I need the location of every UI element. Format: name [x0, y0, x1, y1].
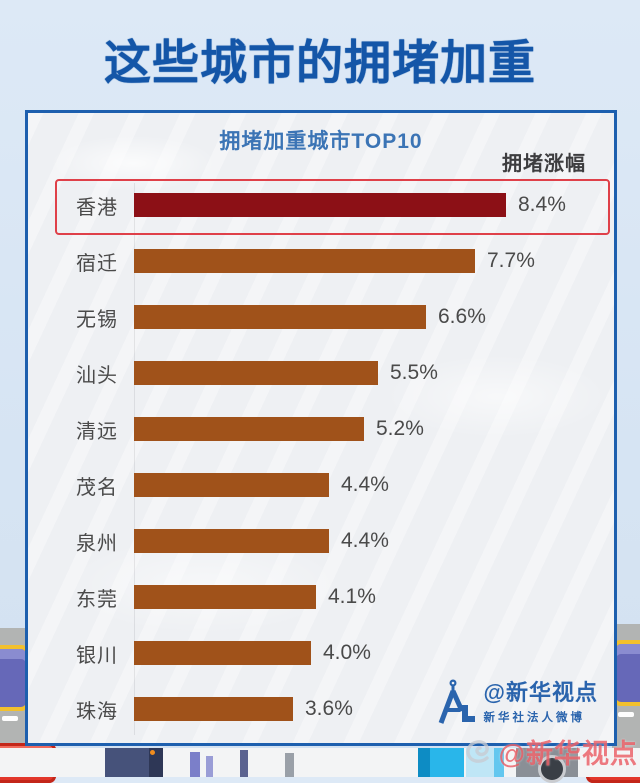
- city-label: 汕头: [76, 364, 118, 387]
- city-label: 茂名: [76, 476, 118, 499]
- building-shape: [190, 752, 200, 777]
- building-shape: [240, 750, 248, 777]
- bar: [134, 473, 329, 497]
- chart-row: 香港 8.4%: [28, 177, 614, 233]
- chart-row: 东莞 4.1%: [28, 569, 614, 625]
- axis-baseline: [134, 183, 135, 735]
- value-label: 4.1%: [328, 585, 376, 608]
- chart-row: 汕头 5.5%: [28, 345, 614, 401]
- value-label: 6.6%: [438, 305, 486, 328]
- city-label: 清远: [76, 420, 118, 443]
- page-title: 这些城市的拥堵加重: [104, 36, 536, 89]
- value-label: 7.7%: [487, 249, 535, 272]
- city-label: 宿迁: [76, 252, 118, 275]
- building-shape: [418, 748, 464, 777]
- chart-row: 清远 5.2%: [28, 401, 614, 457]
- city-label: 泉州: [76, 532, 118, 555]
- chart-row: 茂名 4.4%: [28, 457, 614, 513]
- building-light: [150, 750, 155, 755]
- bar: [134, 305, 426, 329]
- bar: [134, 641, 311, 665]
- chart-title: 拥堵加重城市TOP10: [219, 130, 423, 153]
- chart-panel: 拥堵加重城市TOP10 拥堵涨幅 香港 8.4% 宿迁 7.7% 无锡 6.6% 汕头 5.5…: [25, 110, 617, 746]
- chart-row: 珠海 3.6%: [28, 681, 614, 737]
- cityscape-strip: [0, 748, 640, 783]
- bar: [134, 193, 506, 217]
- city-label: 珠海: [76, 700, 118, 723]
- bar: [134, 697, 293, 721]
- building-shape: [285, 753, 294, 777]
- streetlamp-illustration: [538, 755, 566, 783]
- value-label: 4.0%: [323, 641, 371, 664]
- chart-row: 银川 4.0%: [28, 625, 614, 681]
- value-label: 4.4%: [341, 529, 389, 552]
- brand-subtitle: 新华社法人微博: [483, 712, 586, 724]
- bar: [134, 249, 475, 273]
- bar-rows: 香港 8.4% 宿迁 7.7% 无锡 6.6% 汕头 5.5% 清远 5.2% 茂名 4.4% 泉州 4.…: [28, 177, 614, 737]
- road-lane-dash: [2, 716, 18, 721]
- chart-row: 泉州 4.4%: [28, 513, 614, 569]
- value-label: 3.6%: [305, 697, 353, 720]
- bar: [134, 585, 316, 609]
- bar: [134, 361, 378, 385]
- road-lane-dash: [618, 712, 634, 717]
- bar: [134, 417, 364, 441]
- value-label: 5.2%: [376, 417, 424, 440]
- city-label: 香港: [76, 196, 118, 219]
- bar: [134, 529, 329, 553]
- building-shape: [206, 756, 213, 777]
- city-label: 东莞: [76, 588, 118, 611]
- value-column-header: 拥堵涨幅: [502, 153, 586, 175]
- value-label: 5.5%: [390, 361, 438, 384]
- city-label: 无锡: [76, 308, 118, 331]
- building-shape: [466, 748, 504, 777]
- value-label: 8.4%: [518, 193, 566, 216]
- value-label: 4.4%: [341, 473, 389, 496]
- brand-handle: @新华视点: [483, 680, 598, 705]
- xinhua-tower-icon: [438, 679, 475, 724]
- city-label: 银川: [76, 644, 118, 667]
- brand-signature: @新华视点 新华社法人微博: [436, 675, 598, 725]
- chart-row: 无锡 6.6%: [28, 289, 614, 345]
- chart-row: 宿迁 7.7%: [28, 233, 614, 289]
